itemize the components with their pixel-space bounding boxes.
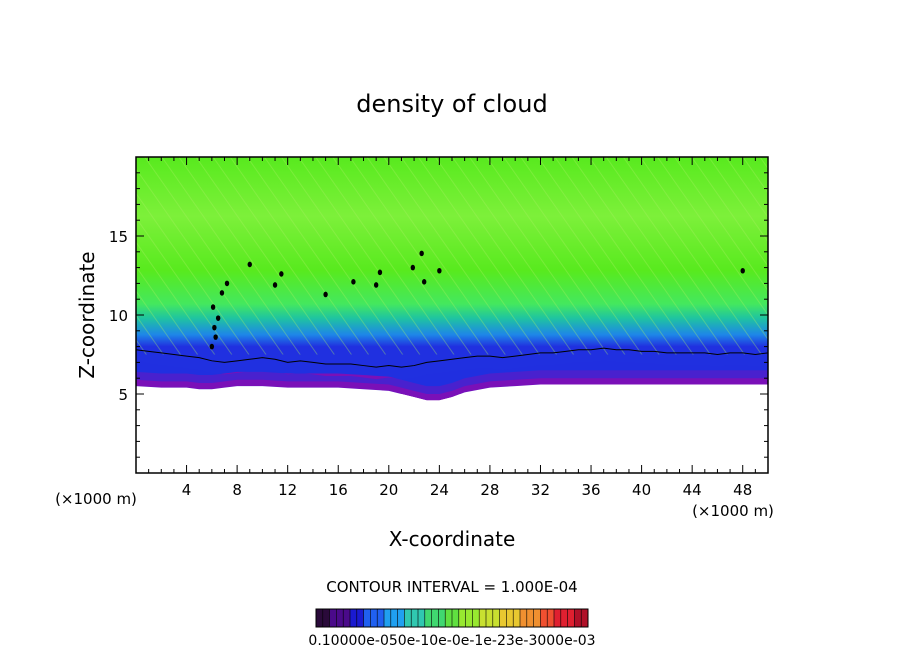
clear-air-region — [136, 384, 768, 473]
colorbar-segment — [377, 609, 384, 627]
x-tick-label: 16 — [329, 481, 348, 499]
colorbar-segment — [438, 609, 446, 627]
colorbar-segment — [336, 609, 344, 627]
colorbar-segment — [390, 609, 398, 627]
colorbar-segment — [540, 609, 548, 627]
x-tick-label: 44 — [683, 481, 702, 499]
colorbar-segment — [431, 609, 439, 627]
colorbar-segment — [472, 609, 480, 627]
colorbar-segment — [370, 609, 378, 627]
cloud-cell-marker — [209, 343, 215, 350]
colorbar-segment — [526, 609, 534, 627]
colorbar-frame — [315, 608, 589, 628]
cloud-cell-marker — [210, 304, 216, 310]
cloud-cell-marker — [272, 282, 278, 288]
colorbar-segment — [554, 609, 561, 627]
cloud-cell-marker — [212, 324, 217, 331]
x-axis-ticks: 4 8 12 16 20 24 28 32 36 40 44 48 — [148, 157, 756, 499]
y-tick-label: 5 — [118, 386, 128, 404]
colorbar-segment — [343, 609, 350, 627]
colorbar-segment — [567, 609, 575, 627]
colorbar-segment — [479, 609, 486, 627]
colorbar-segment — [452, 609, 459, 627]
cloud-cells — [209, 250, 745, 350]
y-axis-label: Z-coordinate — [75, 251, 99, 378]
colorbar-segment — [513, 609, 520, 627]
cloud-cell-marker — [351, 279, 356, 285]
x-tick-label: 36 — [581, 481, 600, 499]
x-tick-label: 12 — [278, 481, 297, 499]
y-axis-ticks: 5 10 15 — [109, 172, 768, 458]
colorbar-segment — [424, 609, 432, 627]
cloud-cell-marker — [323, 291, 328, 298]
colorbar-segment — [418, 609, 425, 627]
colorbar-segment — [384, 609, 391, 627]
contour-interval-label: CONTOUR INTERVAL = 1.000E-04 — [326, 578, 577, 596]
x-tick-label: 32 — [531, 481, 550, 499]
contour-line — [135, 347, 769, 368]
x-unit-left: (×1000 m) — [55, 490, 137, 508]
colorbar-segment — [486, 609, 493, 627]
cloud-cell-marker — [437, 267, 442, 274]
colorbar-segment — [533, 609, 541, 627]
cloud-cell-marker — [740, 267, 745, 274]
cloud-cell-marker — [419, 250, 424, 257]
colorbar-segment — [411, 609, 418, 627]
colorbar-segment — [350, 609, 357, 627]
cloud-cell-marker — [224, 280, 230, 287]
x-tick-label: 40 — [632, 481, 651, 499]
colorbar-segment — [506, 609, 514, 627]
cloud-cell-marker — [410, 264, 416, 271]
x-unit-right: (×1000 m) — [692, 502, 774, 520]
x-tick-label: 20 — [379, 481, 398, 499]
y-tick-label: 10 — [109, 307, 128, 325]
colorbar-segment — [465, 609, 473, 627]
colorbar-segment — [520, 609, 527, 627]
x-tick-label: 8 — [232, 481, 242, 499]
cloud-cell-marker — [247, 261, 252, 268]
colorbar-segment — [397, 609, 405, 627]
colorbar-segment — [316, 609, 323, 627]
colorbar-segment — [492, 609, 500, 627]
chart-title: density of cloud — [356, 90, 547, 118]
colorbar — [315, 608, 589, 628]
colorbar-labels: 0.10000e-050e-10e-0e-1e-23e-3000e-03 — [308, 633, 595, 649]
x-axis-label: X-coordinate — [389, 527, 516, 551]
colorbar-segment — [574, 609, 582, 627]
colorbar-segment — [356, 609, 364, 627]
cloud-cell-marker — [421, 279, 427, 285]
colorbar-segment — [458, 609, 466, 627]
cloud-cell-marker — [219, 290, 225, 296]
colorbar-segment — [547, 609, 554, 627]
colorbar-segment — [560, 609, 568, 627]
colorbar-segment — [445, 609, 452, 627]
cloud-cell-marker — [377, 269, 383, 276]
colorbar-segment — [499, 609, 507, 627]
cloud-cell-marker — [215, 315, 221, 321]
x-tick-label: 28 — [480, 481, 499, 499]
colorbar-segment — [363, 609, 371, 627]
cloud-cell-marker — [279, 271, 284, 277]
cloud-cell-marker — [373, 282, 379, 288]
colorbar-segment — [322, 609, 330, 627]
cloud-cell-marker — [213, 334, 218, 340]
colorbar-segment — [329, 609, 337, 627]
x-tick-label: 48 — [733, 481, 752, 499]
x-tick-label: 24 — [430, 481, 449, 499]
cloud-ripple-texture — [136, 157, 768, 355]
y-tick-label: 15 — [109, 228, 128, 246]
colorbar-segment — [404, 609, 412, 627]
x-tick-label: 4 — [182, 481, 192, 499]
cloud-lower-layer — [136, 359, 768, 394]
colorbar-segment — [581, 609, 588, 627]
